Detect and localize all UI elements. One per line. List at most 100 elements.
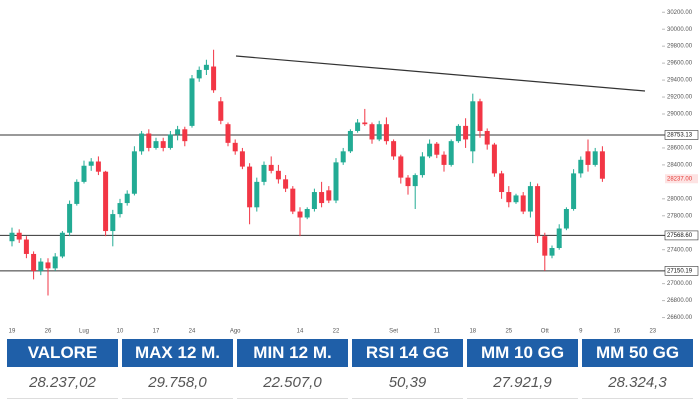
candle-body bbox=[412, 175, 418, 187]
candle-body bbox=[513, 195, 519, 203]
y-tick-label: 29800.00 bbox=[667, 44, 693, 50]
x-tick-label: Ago bbox=[230, 329, 241, 335]
y-tick-label: 29400.00 bbox=[667, 78, 693, 84]
y-tick-label: 29000.00 bbox=[667, 112, 693, 118]
candle-body bbox=[239, 151, 245, 167]
candle-body bbox=[225, 124, 231, 143]
candle-body bbox=[95, 161, 101, 172]
candle-body bbox=[103, 171, 109, 232]
x-tick-label: 16 bbox=[613, 329, 620, 335]
candle-body bbox=[146, 133, 152, 148]
level-label: 27568.60 bbox=[667, 233, 693, 239]
header-cell: MM 50 GG bbox=[582, 339, 693, 367]
chart: 30200.00 30000.00 29800.00 29600.00 29400.00… bbox=[0, 10, 699, 335]
x-tick-label: 22 bbox=[333, 329, 340, 335]
x-tick-label: 9 bbox=[579, 329, 583, 335]
candle-body bbox=[355, 122, 361, 131]
candle-body bbox=[491, 144, 497, 174]
x-tick-label: 23 bbox=[649, 329, 656, 335]
y-tick-label: 27000.00 bbox=[667, 281, 693, 287]
x-tick-label: 10 bbox=[117, 329, 124, 335]
candle-body bbox=[52, 256, 58, 269]
candle-body bbox=[340, 151, 346, 163]
candle-body bbox=[74, 181, 80, 204]
candle-body bbox=[139, 133, 145, 152]
candle-body bbox=[463, 125, 469, 140]
level-label: 27150.19 bbox=[667, 268, 693, 274]
candle-body bbox=[304, 209, 310, 218]
header-cell: MAX 12 M. bbox=[122, 339, 233, 367]
value-cell: 28.324,3 bbox=[582, 367, 693, 399]
candle-body bbox=[23, 239, 29, 254]
candle-body bbox=[38, 261, 44, 271]
candle-body bbox=[347, 130, 353, 152]
candle-body bbox=[592, 151, 598, 165]
candle-body bbox=[578, 159, 584, 174]
candle-body bbox=[167, 134, 173, 148]
candle-body bbox=[470, 101, 476, 152]
candle-body bbox=[311, 192, 317, 209]
value-cell: 29.758,0 bbox=[122, 367, 233, 399]
candle-body bbox=[275, 170, 281, 180]
candle-body bbox=[369, 124, 375, 140]
candle-body bbox=[499, 173, 505, 193]
y-tick-label: 27800.00 bbox=[667, 213, 693, 219]
candle-body bbox=[31, 253, 37, 271]
x-tick-label: 19 bbox=[9, 329, 16, 335]
candle-body bbox=[153, 141, 159, 148]
candle-body bbox=[110, 214, 116, 232]
candle-body bbox=[67, 203, 73, 233]
candle-body bbox=[571, 173, 577, 209]
value-row: 28.237,02 29.758,0 22.507,0 50,39 27.921,9 28… bbox=[7, 367, 693, 399]
x-tick-label: 24 bbox=[189, 329, 196, 335]
candle-body bbox=[218, 101, 224, 121]
candle-body bbox=[427, 143, 433, 157]
x-tick-label: Lug bbox=[79, 329, 89, 335]
y-tick-label: 28600.00 bbox=[667, 146, 693, 152]
header-cell: MIN 12 M. bbox=[237, 339, 348, 367]
candle-body bbox=[88, 161, 94, 166]
candle-body bbox=[59, 232, 65, 257]
candle-body bbox=[477, 101, 483, 131]
candle-body bbox=[484, 130, 490, 145]
header-cell: RSI 14 GG bbox=[352, 339, 463, 367]
candle-body bbox=[455, 125, 461, 142]
candle-body bbox=[290, 188, 296, 212]
last-price-box bbox=[665, 174, 698, 184]
y-tick-label: 28400.00 bbox=[667, 162, 693, 168]
candle-body bbox=[535, 186, 541, 237]
candle-body bbox=[261, 164, 267, 182]
header-row: VALORE MAX 12 M. MIN 12 M. RSI 14 GG MM 10 G… bbox=[7, 339, 693, 367]
candle-body bbox=[9, 232, 15, 242]
value-cell: 27.921,9 bbox=[467, 367, 578, 399]
candle-body bbox=[175, 129, 181, 135]
stats-table: VALORE MAX 12 M. MIN 12 M. RSI 14 GG MM 10 G… bbox=[3, 339, 697, 399]
candle-body bbox=[376, 124, 382, 140]
x-tick-label: 25 bbox=[505, 329, 512, 335]
candle-body bbox=[556, 228, 562, 249]
candle-body bbox=[448, 141, 454, 165]
candle-body bbox=[160, 141, 166, 148]
candle-body bbox=[189, 78, 195, 126]
level-label-box bbox=[664, 266, 699, 276]
x-tick-label: 18 bbox=[469, 329, 476, 335]
candle-body bbox=[434, 143, 440, 155]
y-tick-label: 30200.00 bbox=[667, 10, 693, 16]
candle-body bbox=[398, 156, 404, 178]
candle-body bbox=[117, 203, 123, 215]
candle-body bbox=[211, 66, 217, 91]
candle-body bbox=[247, 166, 253, 208]
header-cell: MM 10 GG bbox=[467, 339, 578, 367]
candle-body bbox=[563, 209, 569, 229]
last-price-label: 28237.00 bbox=[667, 176, 693, 182]
x-tick-label: 14 bbox=[297, 329, 304, 335]
candle-body bbox=[124, 193, 130, 204]
candle-body bbox=[326, 190, 332, 201]
candle-body bbox=[283, 179, 289, 189]
level-label-box bbox=[664, 230, 699, 241]
candle-body bbox=[81, 165, 87, 182]
candle-body bbox=[232, 142, 238, 152]
y-tick-label: 30000.00 bbox=[667, 27, 693, 33]
candle-body bbox=[520, 195, 526, 212]
